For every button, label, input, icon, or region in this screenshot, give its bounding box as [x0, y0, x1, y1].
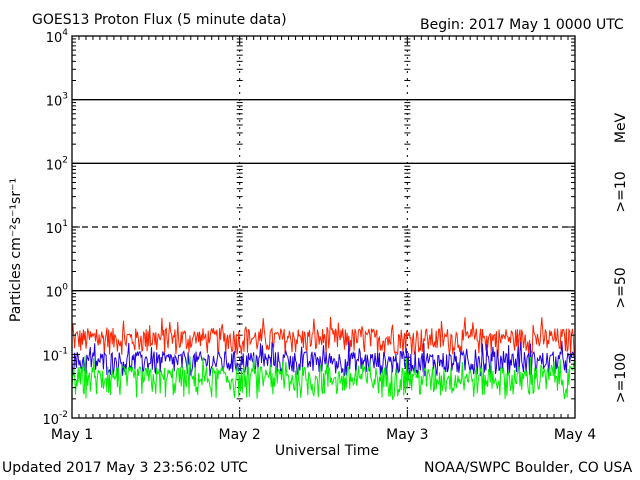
y-tick-label: 10-2 [42, 410, 68, 428]
y-tick-label: 10-1 [42, 346, 68, 364]
y-tick-base: 10 [46, 158, 63, 173]
y-tick-exp: 3 [62, 92, 68, 102]
x-tick-label: May 3 [386, 427, 428, 443]
legend-ge100: >=100 [613, 353, 629, 403]
series-layer [71, 316, 576, 401]
y-tick-exp: -2 [59, 410, 68, 420]
y-tick-base: 10 [46, 286, 63, 301]
series-line [71, 355, 576, 401]
y-tick-exp: -1 [59, 346, 68, 356]
legend-ge10: >=10 [613, 171, 629, 212]
x-tick-labels: May 1 May 2 May 3 May 4 [51, 427, 596, 443]
updated-timestamp: Updated 2017 May 3 23:56:02 UTC [2, 460, 248, 476]
energy-unit-label: MeV [613, 112, 629, 143]
x-axis-label: Universal Time [275, 443, 379, 459]
x-tick-label: May 2 [219, 427, 261, 443]
y-tick-label: 100 [46, 283, 69, 301]
y-tick-base: 10 [46, 222, 63, 237]
y-tick-exp: 0 [62, 283, 68, 293]
chart-title: GOES13 Proton Flux (5 minute data) [32, 12, 287, 28]
y-tick-base: 10 [42, 413, 59, 428]
y-tick-base: 10 [42, 349, 59, 364]
plot-area [72, 36, 575, 418]
y-tick-base: 10 [46, 95, 63, 110]
legend-ge50: >=50 [613, 267, 629, 308]
plot-frame [71, 35, 576, 419]
y-axis-label: Particles cm⁻²s⁻¹sr⁻¹ [8, 178, 24, 322]
y-tick-label: 103 [46, 92, 68, 110]
x-tick-label: May 4 [554, 427, 596, 443]
y-tick-label: 101 [46, 219, 68, 237]
series-line [71, 340, 576, 377]
y-tick-exp: 4 [62, 28, 68, 38]
y-tick-exp: 1 [62, 219, 68, 229]
y-tick-exp: 2 [62, 155, 68, 165]
credit-label: NOAA/SWPC Boulder, CO USA [424, 460, 633, 476]
y-tick-base: 10 [46, 31, 63, 46]
y-tick-label: 104 [46, 28, 69, 46]
x-tick-label: May 1 [51, 427, 93, 443]
y-tick-label: 102 [46, 155, 68, 173]
begin-label: Begin: 2017 May 1 0000 UTC [420, 17, 624, 33]
